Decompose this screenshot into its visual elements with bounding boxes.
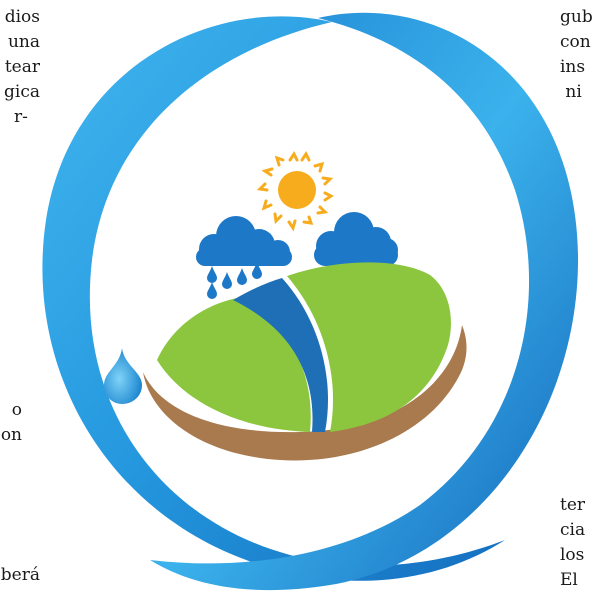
text-line: una: [7, 32, 40, 52]
text-line: tear: [4, 57, 40, 77]
right-text-column-bottom: ter cia los El: [560, 493, 594, 593]
water-drop-icon: [104, 348, 142, 404]
text-line: berá: [0, 565, 40, 585]
cloud-icon: [196, 216, 292, 266]
raindrop-icon: [207, 262, 262, 299]
soil-bowl: [143, 325, 467, 461]
field-right: [287, 262, 451, 432]
text-line: cia: [560, 520, 586, 540]
text-line: los: [560, 545, 585, 565]
right-text-column: gub con ins ni: [560, 5, 594, 105]
text-line: o: [11, 400, 22, 420]
text-line: El: [560, 570, 578, 590]
text-line: gub: [560, 7, 593, 27]
text-line: ni: [560, 82, 582, 102]
text-line: ter: [560, 495, 586, 515]
text-line: on: [0, 425, 22, 445]
text-line: ins: [560, 57, 586, 77]
field-left: [157, 297, 311, 432]
river: [233, 278, 329, 432]
text-line: con: [560, 32, 591, 52]
text-line: dios: [4, 7, 40, 27]
left-text-column-bottom: berá: [0, 563, 40, 588]
left-text-column: dios una tear gica r-: [0, 5, 40, 130]
text-line: r-: [14, 107, 28, 127]
left-text-column-middle: o on: [0, 398, 22, 448]
text-line: gica: [4, 82, 40, 102]
cloud-icon-right: [314, 212, 398, 266]
sun-icon: [256, 151, 334, 232]
